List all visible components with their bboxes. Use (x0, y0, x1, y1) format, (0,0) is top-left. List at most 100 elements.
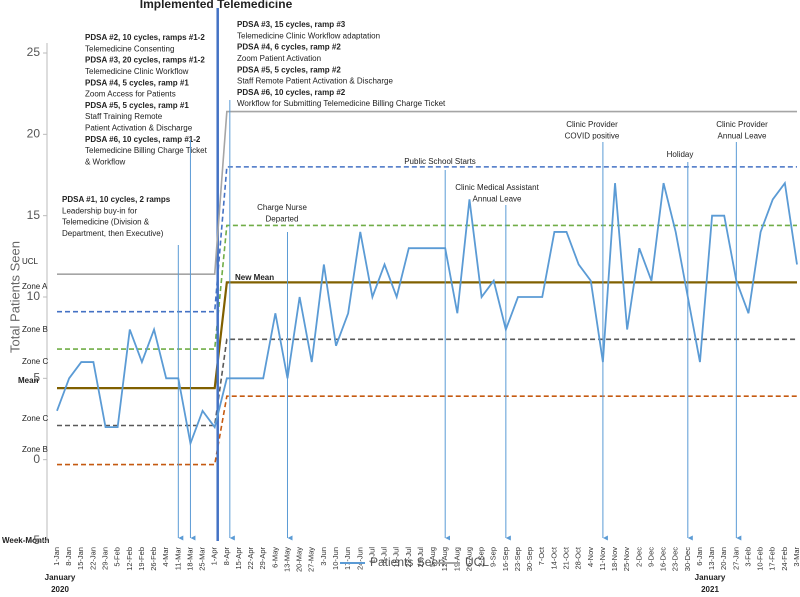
annotation: Telemedicine Clinic Workflow adaptation (237, 31, 380, 40)
annotation: PDSA #2, 10 cycles, ramps #1-2 (85, 33, 205, 42)
x-tick-label: 18-Mar (185, 547, 194, 571)
x-tick-label: 4-Mar (161, 547, 170, 567)
year-label: January (695, 573, 726, 582)
x-tick-label: 30-Sep (525, 547, 534, 571)
control-line (57, 338, 797, 427)
annotation: PDSA #3, 15 cycles, ramp #3 (237, 20, 346, 29)
annotation: Patient Activation & Discharge (85, 124, 193, 133)
zone-label: Zone B (22, 325, 48, 334)
year-label: 2021 (701, 585, 719, 594)
x-tick-label: 17-Feb (768, 547, 777, 571)
zone-label: UCL (22, 257, 39, 266)
y-tick-label: -5 (29, 533, 40, 547)
x-tick-label: 15-Apr (234, 547, 243, 570)
x-tick-label: 30-Dec (683, 547, 692, 571)
x-tick-label: 16-Sep (501, 547, 510, 571)
x-tick-label: 1-Jul (367, 547, 376, 564)
annotation: Department, then Executive) (62, 229, 164, 238)
x-tick-label: 27-May (307, 547, 316, 572)
x-tick-label: 25-Nov (622, 547, 631, 571)
annotation: Leadership buy-in for (62, 206, 137, 215)
annotation: PDSA #6, 10 cycles, ramp #2 (237, 88, 346, 97)
annotation: Annual Leave (473, 194, 522, 203)
year-label: January (45, 573, 76, 582)
x-tick-label: 6-May (270, 547, 279, 568)
annotation: PDSA #1, 10 cycles, 2 ramps (62, 195, 171, 204)
annotation: PDSA #4, 5 cycles, ramp #1 (85, 78, 189, 87)
zone-label: Zone B (22, 445, 48, 454)
x-tick-label: 15-Jul (392, 547, 401, 568)
x-tick-label: 2-Dec (634, 547, 643, 567)
annotation: PDSA #4, 6 cycles, ramp #2 (237, 43, 341, 52)
x-tick-label: 26-Feb (149, 547, 158, 571)
x-tick-label: 26-Aug (464, 547, 473, 571)
x-tick-label: 12-Feb (125, 547, 134, 571)
x-tick-label: 18-Nov (610, 547, 619, 571)
series-line (57, 110, 797, 276)
x-tick-label: 6-Jan (695, 547, 704, 566)
annotation: Zoom Patient Activation (237, 54, 321, 63)
annotation: Departed (266, 214, 299, 223)
x-tick-label: 24-Jun (355, 547, 364, 570)
x-tick-label: 22-Jul (404, 547, 413, 568)
x-tick-label: 11-Mar (173, 547, 182, 571)
x-tick-label: 3-Mar (792, 547, 800, 567)
x-tick-label: 20-May (295, 547, 304, 572)
annotation: COVID positive (565, 131, 620, 140)
control-line (57, 166, 797, 313)
x-tick-label: 8-Jul (380, 547, 389, 564)
x-tick-label: 22-Apr (246, 547, 255, 570)
x-tick-label: 9-Sep (489, 547, 498, 567)
x-tick-label: 22-Jan (88, 547, 97, 570)
chart-title: Implemented Telemedicine (140, 0, 293, 11)
y-axis-label: Total Patients Seen (7, 241, 22, 353)
annotation: PDSA #6, 10 cycles, ramp #1-2 (85, 135, 201, 144)
x-tick-label: 4-Nov (586, 547, 595, 567)
control-line (57, 395, 797, 466)
x-tick-label: 29-Apr (258, 547, 267, 570)
zone-label: New Mean (235, 273, 274, 282)
series-line (56, 180, 798, 447)
y-tick-label: 25 (27, 45, 41, 59)
x-tick-label: 20-Jan (719, 547, 728, 570)
x-tick-label: 1-Apr (210, 547, 219, 566)
zone-label: Zone A (22, 282, 48, 291)
x-tick-label: 16-Dec (659, 547, 668, 571)
x-tick-label: 10-Feb (756, 547, 765, 571)
x-tick-label: 13-Jan (707, 547, 716, 570)
x-tick-label: 12-Aug (440, 547, 449, 571)
y-tick-label: 15 (27, 208, 41, 222)
annotation: Clinic Provider (716, 120, 768, 129)
x-tick-label: 1-Jan (52, 547, 61, 566)
zone-label: Mean (18, 376, 39, 385)
annotation: PDSA #5, 5 cycles, ramp #1 (85, 101, 189, 110)
annotation: Workflow for Submitting Telemedicine Bil… (237, 99, 446, 108)
control-line (57, 281, 797, 390)
x-tick-label: 3-Feb (743, 547, 752, 567)
x-tick-label: 8-Jan (64, 547, 73, 566)
annotation: Staff Training Remote (85, 112, 163, 121)
x-tick-label: 15-Jan (76, 547, 85, 570)
annotation: Telemedicine Billing Charge Ticket (85, 146, 208, 155)
x-tick-label: 13-May (282, 547, 291, 572)
annotation: Holiday (667, 150, 694, 159)
x-tick-label: 10-Jun (331, 547, 340, 570)
x-tick-label: 23-Sep (513, 547, 522, 571)
x-tick-label: 14-Oct (549, 546, 558, 569)
annotation: Charge Nurse (257, 203, 307, 212)
y-tick-label: 5 (33, 371, 40, 385)
annotation: Annual Leave (718, 131, 767, 140)
x-tick-label: 5-Feb (113, 547, 122, 567)
y-tick-label: 10 (27, 289, 41, 303)
zone-label: Zone C (22, 414, 48, 423)
annotation: Zoom Access for Patients (85, 90, 176, 99)
x-tick-label: 27-Jan (731, 547, 740, 570)
annotation: PDSA #5, 5 cycles, ramp #2 (237, 65, 341, 74)
x-tick-label: 25-Mar (198, 547, 207, 571)
x-tick-label: 11-Nov (598, 547, 607, 571)
x-tick-label: 9-Dec (646, 547, 655, 567)
annotation: Telemedicine (Division & (62, 218, 150, 227)
annotation: Clinic Provider (566, 120, 618, 129)
legend-label: UCL (465, 555, 489, 569)
